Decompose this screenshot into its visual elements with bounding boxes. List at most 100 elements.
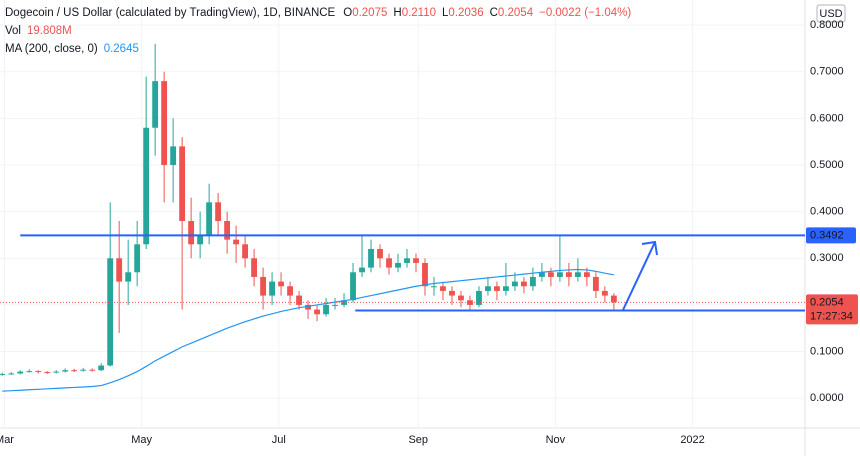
candle-body <box>278 281 284 287</box>
candle-body <box>610 295 617 303</box>
label: Vol <box>5 25 21 37</box>
candle-body <box>547 272 554 277</box>
candle-body <box>368 248 374 268</box>
candle-body <box>215 202 222 221</box>
candle-body <box>35 371 42 373</box>
plot <box>0 0 805 428</box>
key: C <box>490 7 498 19</box>
level-label: 0.3492 <box>810 229 844 241</box>
candle-body <box>350 272 356 301</box>
value: 0.2054 <box>498 7 534 19</box>
y-tick-label: 0.0000 <box>810 392 844 404</box>
candle-body <box>395 262 401 268</box>
candle-body <box>179 146 186 221</box>
x-tick-label: Mar <box>0 434 14 446</box>
symbol: Dogecoin / US Dollar (calculated by Trad… <box>5 7 631 19</box>
candle-body <box>556 272 563 277</box>
x-tick-label: May <box>131 434 152 446</box>
candle-body <box>422 262 428 287</box>
value: 0.2036 <box>448 7 483 19</box>
candle-body <box>161 81 168 166</box>
candle-body <box>538 272 545 277</box>
candle-body <box>323 304 329 315</box>
y-tick-label: 0.1000 <box>810 345 844 357</box>
candle-body <box>0 373 6 375</box>
arrow <box>622 240 658 311</box>
candle-body <box>377 248 383 259</box>
candle-body <box>17 371 24 374</box>
candle-body <box>8 373 15 375</box>
candle-body <box>413 258 419 263</box>
candle-body <box>440 286 446 291</box>
candle-body <box>134 244 141 273</box>
candle-body <box>152 81 159 128</box>
value: 0.2645 <box>104 43 139 55</box>
label: MA (200, close, 0) <box>5 43 98 55</box>
candle-body <box>53 371 60 373</box>
header: Dogecoin / US Dollar (calculated by Trad… <box>5 7 631 55</box>
candle-body <box>565 272 572 277</box>
y-tick-label: 0.3000 <box>810 252 844 264</box>
candle-body <box>503 286 509 291</box>
candle-body <box>26 371 33 373</box>
candle-body <box>125 272 132 282</box>
candle-body <box>287 286 293 296</box>
candle-body <box>341 300 347 305</box>
candle-body <box>332 304 338 306</box>
candle-body <box>467 300 473 305</box>
candle-body <box>529 276 536 287</box>
candle-body <box>521 281 527 287</box>
y-tick-label: 0.6000 <box>810 112 844 124</box>
candle-body <box>242 244 249 259</box>
candle-body <box>44 372 51 374</box>
candle-body <box>574 272 581 277</box>
candle-body <box>305 304 311 310</box>
x-tick-label: Sep <box>408 434 428 446</box>
candle-body <box>251 258 258 277</box>
countdown: 17:27:34 <box>810 310 853 322</box>
candle-body <box>107 258 114 366</box>
ma-row: MA (200, close, 0) 0.2645 <box>5 43 139 55</box>
key: O <box>343 7 352 19</box>
candle-body <box>233 239 240 245</box>
key: L <box>442 7 449 19</box>
candle-body <box>386 258 392 268</box>
candle-body <box>404 258 410 263</box>
y-tick-label: 0.4000 <box>810 206 844 218</box>
candle-body <box>188 220 195 245</box>
symbol-text: Dogecoin / US Dollar (calculated by Trad… <box>5 7 336 19</box>
volume-row: Vol 19.808M <box>5 25 72 37</box>
candle-body <box>98 365 105 371</box>
candle-body <box>80 369 87 371</box>
candle-body <box>116 258 123 282</box>
candle-body <box>592 276 599 291</box>
candle-body <box>224 220 231 240</box>
candle-body <box>89 369 96 371</box>
value: 0.2075 <box>352 7 387 19</box>
candle-body <box>359 267 365 273</box>
last-price-box <box>806 294 858 325</box>
candle-body <box>314 309 320 315</box>
candle-body <box>512 281 518 287</box>
value: 0.2110 <box>402 7 436 19</box>
ma-line <box>2 268 614 392</box>
currency[interactable]: USD <box>819 8 842 20</box>
candle-body <box>170 146 177 166</box>
x-tick-label: 2022 <box>680 434 704 446</box>
candle-body <box>494 286 500 291</box>
x-tick-label: Jul <box>272 434 286 446</box>
candle-body <box>143 127 150 245</box>
candle-body <box>62 370 69 372</box>
candle-body <box>197 234 204 245</box>
last-price: 0.2054 <box>810 296 844 308</box>
candle-body <box>431 286 437 288</box>
candle-body <box>458 295 464 301</box>
candle-body <box>485 286 491 291</box>
y-tick-label: 0.5000 <box>810 159 844 171</box>
value: 19.808M <box>27 25 72 37</box>
candle-body <box>476 290 482 305</box>
y-tick-label: 0.8000 <box>810 19 844 31</box>
currency-box[interactable] <box>816 4 846 23</box>
key: H <box>393 7 401 19</box>
